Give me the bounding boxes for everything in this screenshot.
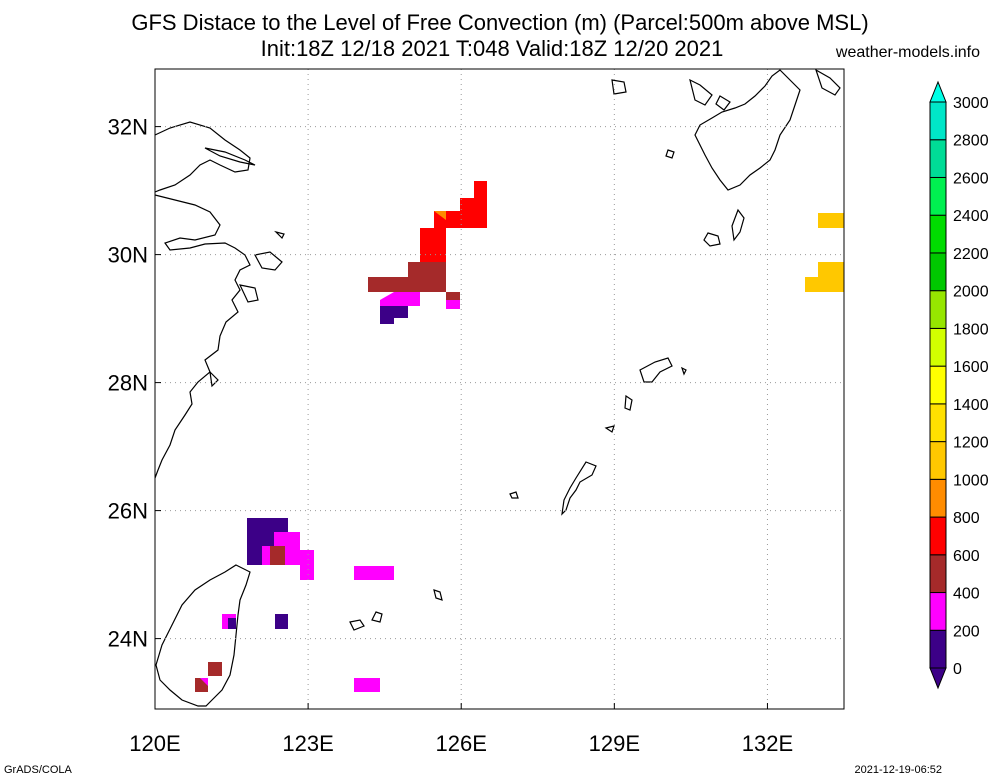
field-patch-lfc_400 <box>208 662 222 676</box>
field-patch-lfc_0 <box>380 306 408 324</box>
colorbar-segment <box>929 252 947 292</box>
x-tick-label: 126E <box>436 731 487 756</box>
y-tick-label: 26N <box>108 499 148 524</box>
colorbar-segment <box>929 176 947 216</box>
colorbar-segment <box>929 629 947 669</box>
chart-title: GFS Distace to the Level of Free Convect… <box>131 10 869 35</box>
field-patch-lfc_200 <box>380 292 420 306</box>
colorbar-segment <box>929 101 947 141</box>
field-patch-lfc_400 <box>270 546 285 565</box>
colorbar-label: 2400 <box>953 208 989 225</box>
field-patch-lfc_0 <box>247 518 288 565</box>
colorbar-label: 3000 <box>953 95 989 112</box>
x-tick-label: 129E <box>589 731 640 756</box>
colorbar-segment <box>929 139 947 178</box>
colorbar-segment <box>929 403 947 443</box>
colorbar-high-arrow <box>929 80 947 103</box>
x-tick-label: 123E <box>282 731 333 756</box>
colorbar-segment <box>929 441 947 480</box>
field-patch-lfc_200 <box>354 566 394 580</box>
y-tick-label: 32N <box>108 115 148 140</box>
colorbar-label: 1800 <box>953 321 989 338</box>
colorbar-label: 1600 <box>953 359 989 376</box>
colorbar-label: 0 <box>953 661 962 678</box>
field-patch-lfc_200 <box>354 678 380 692</box>
axis-labels: 120E 123E 126E 129E 132E 24N 26N 28N 30N 32N <box>108 115 793 756</box>
field-patch-lfc_600 <box>420 181 487 262</box>
site-label: weather-models.info <box>835 44 980 61</box>
field-patch-lfc_0 <box>275 614 288 629</box>
field-patch-lfc_400 <box>368 262 446 292</box>
field-patch-lfc_200 <box>446 300 460 309</box>
colorbar-label: 800 <box>953 510 980 527</box>
chart-subtitle: Init:18Z 12/18 2021 T:048 Valid:18Z 12/2… <box>260 36 724 61</box>
colorbar-label: 2600 <box>953 170 989 187</box>
field-patch-lfc_1000 <box>818 213 844 228</box>
colorbar-label: 2000 <box>953 284 989 301</box>
colorbar-segment <box>929 516 947 556</box>
colorbar-label: 2800 <box>953 133 989 150</box>
colorbar-segment <box>929 365 947 405</box>
colorbar-segment <box>929 592 947 631</box>
colorbar-label: 1000 <box>953 472 989 489</box>
x-tick-label: 120E <box>129 731 180 756</box>
field-patch-lfc_800 <box>434 211 446 220</box>
colorbar-segment <box>929 214 947 254</box>
colorbar-label: 400 <box>953 586 980 603</box>
colorbar-label: 1400 <box>953 397 989 414</box>
y-tick-label: 28N <box>108 371 148 396</box>
colorbar-label: 600 <box>953 548 980 565</box>
colorbar-segment <box>929 290 947 329</box>
map-frame <box>154 68 845 710</box>
colorbar-label: 200 <box>953 623 980 640</box>
colorbar-low-arrow <box>929 667 947 690</box>
colorbar: 0 200 400 600 800 1000 1200 1400 1600 1800 2000 220… <box>929 80 989 690</box>
x-tick-label: 132E <box>742 731 793 756</box>
field-patch-lfc_0 <box>228 618 236 629</box>
colorbar-segment <box>929 478 947 518</box>
footer-software: GrADS/COLA <box>4 764 72 776</box>
footer-timestamp: 2021-12-19-06:52 <box>854 764 942 776</box>
colorbar-segment <box>929 327 947 367</box>
colorbar-segment <box>929 554 947 594</box>
field-patch-lfc_200 <box>200 678 208 686</box>
gridlines <box>154 69 844 709</box>
colorbar-label: 1200 <box>953 435 989 452</box>
field-patch-lfc_200 <box>262 532 314 580</box>
colorbar-label: 2200 <box>953 246 989 263</box>
lfc-field <box>195 181 844 692</box>
y-tick-label: 30N <box>108 243 148 268</box>
y-tick-label: 24N <box>108 627 148 652</box>
coastlines <box>154 68 841 707</box>
field-patch-lfc_1000 <box>805 262 844 292</box>
